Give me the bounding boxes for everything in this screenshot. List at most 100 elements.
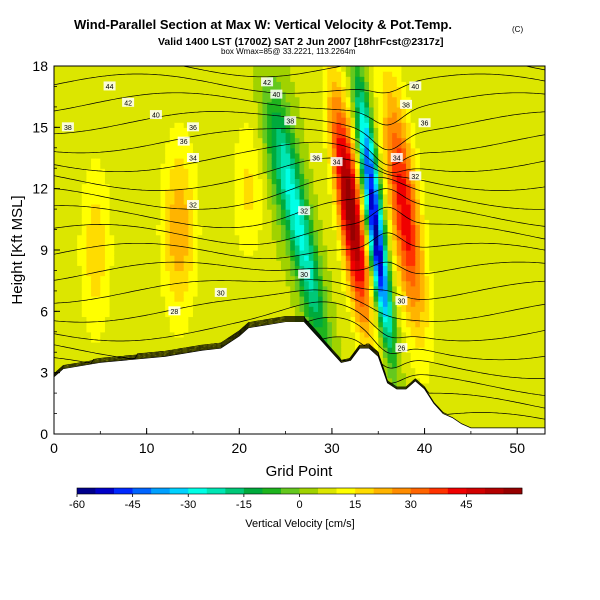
velocity-cell: [258, 117, 263, 123]
velocity-cell: [198, 311, 203, 317]
velocity-cell: [174, 122, 179, 128]
velocity-cell: [262, 214, 267, 220]
velocity-cell: [82, 291, 87, 297]
velocity-cell: [96, 92, 101, 98]
velocity-cell: [100, 184, 105, 190]
velocity-cell: [327, 209, 332, 215]
velocity-cell: [142, 316, 147, 322]
velocity-cell: [147, 163, 152, 169]
velocity-cell: [86, 184, 91, 190]
velocity-cell: [161, 245, 166, 251]
velocity-cell: [202, 81, 207, 87]
velocity-cell: [174, 286, 179, 292]
velocity-cell: [174, 86, 179, 92]
velocity-cell: [142, 219, 147, 225]
velocity-cell: [364, 97, 369, 103]
velocity-cell: [179, 92, 184, 98]
velocity-cell: [267, 153, 272, 159]
velocity-cell: [63, 240, 68, 246]
velocity-cell: [286, 66, 291, 72]
velocity-cell: [63, 291, 68, 297]
velocity-cell: [355, 102, 360, 108]
velocity-cell: [198, 240, 203, 246]
velocity-cell: [128, 178, 133, 184]
velocity-cell: [327, 184, 332, 190]
velocity-cell: [119, 153, 124, 159]
velocity-cell: [235, 102, 240, 108]
velocity-cell: [346, 219, 351, 225]
velocity-cell: [198, 194, 203, 200]
velocity-cell: [262, 240, 267, 246]
velocity-cell: [350, 327, 355, 333]
velocity-cell: [91, 92, 96, 98]
velocity-cell: [221, 235, 226, 241]
velocity-cell: [286, 178, 291, 184]
velocity-cell: [262, 199, 267, 205]
velocity-cell: [170, 122, 175, 128]
velocity-cell: [295, 168, 300, 174]
velocity-cell: [207, 194, 212, 200]
velocity-cell: [364, 224, 369, 230]
velocity-cell: [286, 255, 291, 261]
velocity-cell: [327, 76, 332, 82]
velocity-cell: [110, 337, 115, 343]
velocity-cell: [249, 163, 254, 169]
velocity-cell: [286, 168, 291, 174]
velocity-cell: [147, 296, 152, 302]
velocity-cell: [142, 230, 147, 236]
velocity-cell: [230, 117, 235, 123]
velocity-cell: [211, 117, 216, 123]
velocity-cell: [300, 291, 305, 297]
velocity-cell: [54, 66, 59, 72]
velocity-cell: [230, 184, 235, 190]
velocity-cell: [100, 286, 105, 292]
velocity-cell: [341, 92, 346, 98]
velocity-cell: [198, 112, 203, 118]
velocity-cell: [221, 204, 226, 210]
velocity-cell: [73, 230, 78, 236]
velocity-cell: [281, 235, 286, 241]
velocity-cell: [235, 132, 240, 138]
velocity-cell: [346, 148, 351, 154]
velocity-cell: [369, 178, 374, 184]
velocity-cell: [221, 173, 226, 179]
velocity-cell: [174, 332, 179, 338]
velocity-cell: [286, 86, 291, 92]
velocity-cell: [332, 127, 337, 133]
velocity-cell: [91, 265, 96, 271]
velocity-cell: [151, 204, 156, 210]
plot-area: 44424038 36363442403836344038363432323230…: [54, 56, 546, 435]
velocity-cell: [262, 250, 267, 256]
velocity-cell: [77, 81, 82, 87]
velocity-cell: [82, 92, 87, 98]
velocity-cell: [341, 306, 346, 312]
velocity-cell: [161, 127, 166, 133]
velocity-cell: [235, 158, 240, 164]
velocity-cell: [281, 168, 286, 174]
velocity-cell: [68, 209, 73, 215]
velocity-cell: [235, 311, 240, 317]
velocity-cell: [133, 127, 138, 133]
velocity-cell: [221, 265, 226, 271]
velocity-cell: [59, 214, 64, 220]
velocity-cell: [267, 286, 272, 292]
velocity-cell: [249, 81, 254, 87]
velocity-cell: [211, 148, 216, 154]
velocity-cell: [100, 301, 105, 307]
velocity-cell: [91, 117, 96, 123]
velocity-cell: [244, 132, 249, 138]
velocity-cell: [239, 291, 244, 297]
velocity-cell: [110, 163, 115, 169]
velocity-cell: [68, 327, 73, 333]
velocity-cell: [110, 296, 115, 302]
velocity-cell: [327, 240, 332, 246]
velocity-cell: [304, 117, 309, 123]
velocity-cell: [262, 184, 267, 190]
velocity-cell: [105, 224, 110, 230]
velocity-cell: [364, 178, 369, 184]
velocity-cell: [346, 204, 351, 210]
velocity-cell: [63, 153, 68, 159]
velocity-cell: [327, 245, 332, 251]
velocity-cell: [313, 71, 318, 77]
velocity-cell: [123, 230, 128, 236]
